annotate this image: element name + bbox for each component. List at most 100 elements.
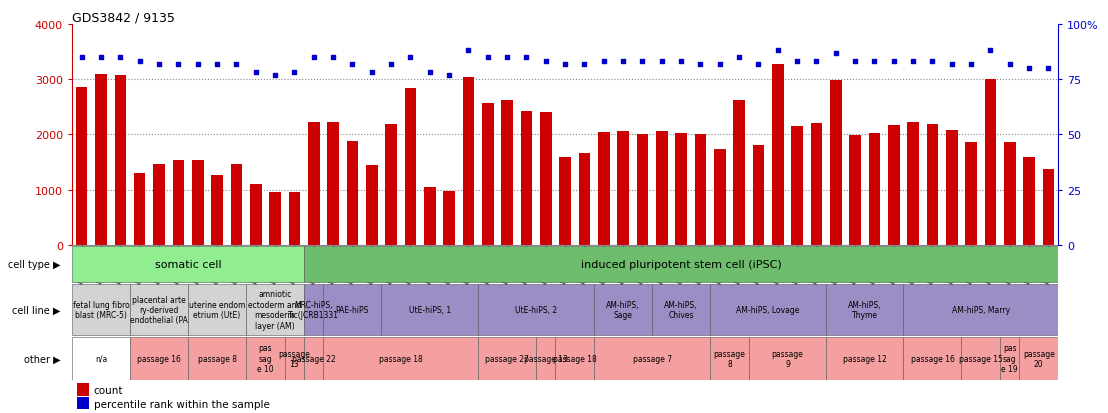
Bar: [752, 146, 765, 245]
Bar: [366, 166, 378, 245]
Point: [343, 61, 361, 68]
Text: passage 27: passage 27: [485, 354, 529, 363]
Bar: [478, 284, 594, 335]
Bar: [888, 126, 900, 245]
Bar: [903, 337, 962, 380]
Bar: [772, 64, 783, 245]
Bar: [501, 100, 513, 245]
Point: [537, 59, 555, 66]
Point: [673, 59, 690, 66]
Bar: [710, 284, 827, 335]
Point: [151, 61, 168, 68]
Text: passage 7: passage 7: [633, 354, 671, 363]
Bar: [811, 124, 822, 245]
Point: [325, 55, 342, 61]
Bar: [304, 284, 324, 335]
Point: [73, 55, 91, 61]
Bar: [560, 157, 571, 245]
Bar: [926, 125, 938, 245]
Point: [1039, 66, 1057, 72]
Bar: [114, 76, 126, 245]
Point: [131, 59, 148, 66]
Point: [750, 61, 768, 68]
Bar: [308, 122, 319, 245]
Text: passage 16: passage 16: [911, 354, 954, 363]
Text: somatic cell: somatic cell: [155, 259, 222, 269]
Bar: [327, 122, 339, 245]
Bar: [381, 284, 478, 335]
Bar: [443, 192, 455, 245]
Bar: [324, 337, 478, 380]
Bar: [594, 337, 710, 380]
Bar: [985, 79, 996, 245]
Bar: [536, 337, 555, 380]
Point: [401, 55, 419, 61]
Bar: [965, 142, 977, 245]
Point: [575, 61, 593, 68]
Point: [499, 55, 516, 61]
Text: placental arte
ry-derived
endothelial (PA: placental arte ry-derived endothelial (P…: [130, 295, 188, 325]
Bar: [76, 398, 89, 410]
Bar: [791, 127, 803, 245]
Bar: [903, 284, 1058, 335]
Bar: [134, 173, 145, 245]
Bar: [173, 161, 184, 245]
Point: [305, 55, 322, 61]
Bar: [478, 337, 536, 380]
Point: [188, 61, 206, 68]
Bar: [656, 132, 667, 245]
Bar: [540, 113, 552, 245]
Bar: [1024, 157, 1035, 245]
Text: other ▶: other ▶: [23, 354, 60, 363]
Bar: [850, 136, 861, 245]
Text: passage 18: passage 18: [553, 354, 596, 363]
Text: passage
13: passage 13: [278, 349, 310, 368]
Bar: [72, 246, 304, 282]
Point: [847, 59, 864, 66]
Bar: [72, 337, 130, 380]
Bar: [749, 337, 827, 380]
Bar: [347, 142, 358, 245]
Point: [266, 72, 284, 79]
Bar: [1043, 170, 1055, 245]
Point: [382, 61, 400, 68]
Point: [460, 48, 478, 55]
Bar: [827, 337, 903, 380]
Text: cell type ▶: cell type ▶: [8, 259, 60, 269]
Point: [982, 48, 999, 55]
Point: [769, 48, 787, 55]
Text: passage 12: passage 12: [843, 354, 886, 363]
Bar: [1004, 142, 1016, 245]
Bar: [482, 104, 493, 245]
Bar: [212, 175, 223, 245]
Point: [517, 55, 535, 61]
Bar: [304, 337, 324, 380]
Bar: [188, 337, 246, 380]
Bar: [404, 89, 417, 245]
Point: [943, 61, 961, 68]
Point: [730, 55, 748, 61]
Bar: [714, 149, 726, 245]
Bar: [230, 165, 243, 245]
Text: passage 16: passage 16: [137, 354, 181, 363]
Point: [634, 59, 652, 66]
Bar: [304, 246, 1058, 282]
Bar: [288, 192, 300, 245]
Text: MRC-hiPS,
Tic(JCRB1331: MRC-hiPS, Tic(JCRB1331: [288, 300, 339, 319]
Bar: [710, 337, 749, 380]
Bar: [1001, 337, 1019, 380]
Point: [440, 72, 458, 79]
Bar: [675, 134, 687, 245]
Point: [904, 59, 922, 66]
Point: [865, 59, 883, 66]
Bar: [246, 284, 304, 335]
Bar: [250, 185, 261, 245]
Bar: [324, 284, 381, 335]
Bar: [72, 284, 130, 335]
Point: [1001, 61, 1018, 68]
Text: AM-hiPS,
Chives: AM-hiPS, Chives: [665, 300, 698, 319]
Point: [92, 55, 110, 61]
Text: passage 13: passage 13: [524, 354, 567, 363]
Bar: [869, 133, 880, 245]
Point: [962, 61, 979, 68]
